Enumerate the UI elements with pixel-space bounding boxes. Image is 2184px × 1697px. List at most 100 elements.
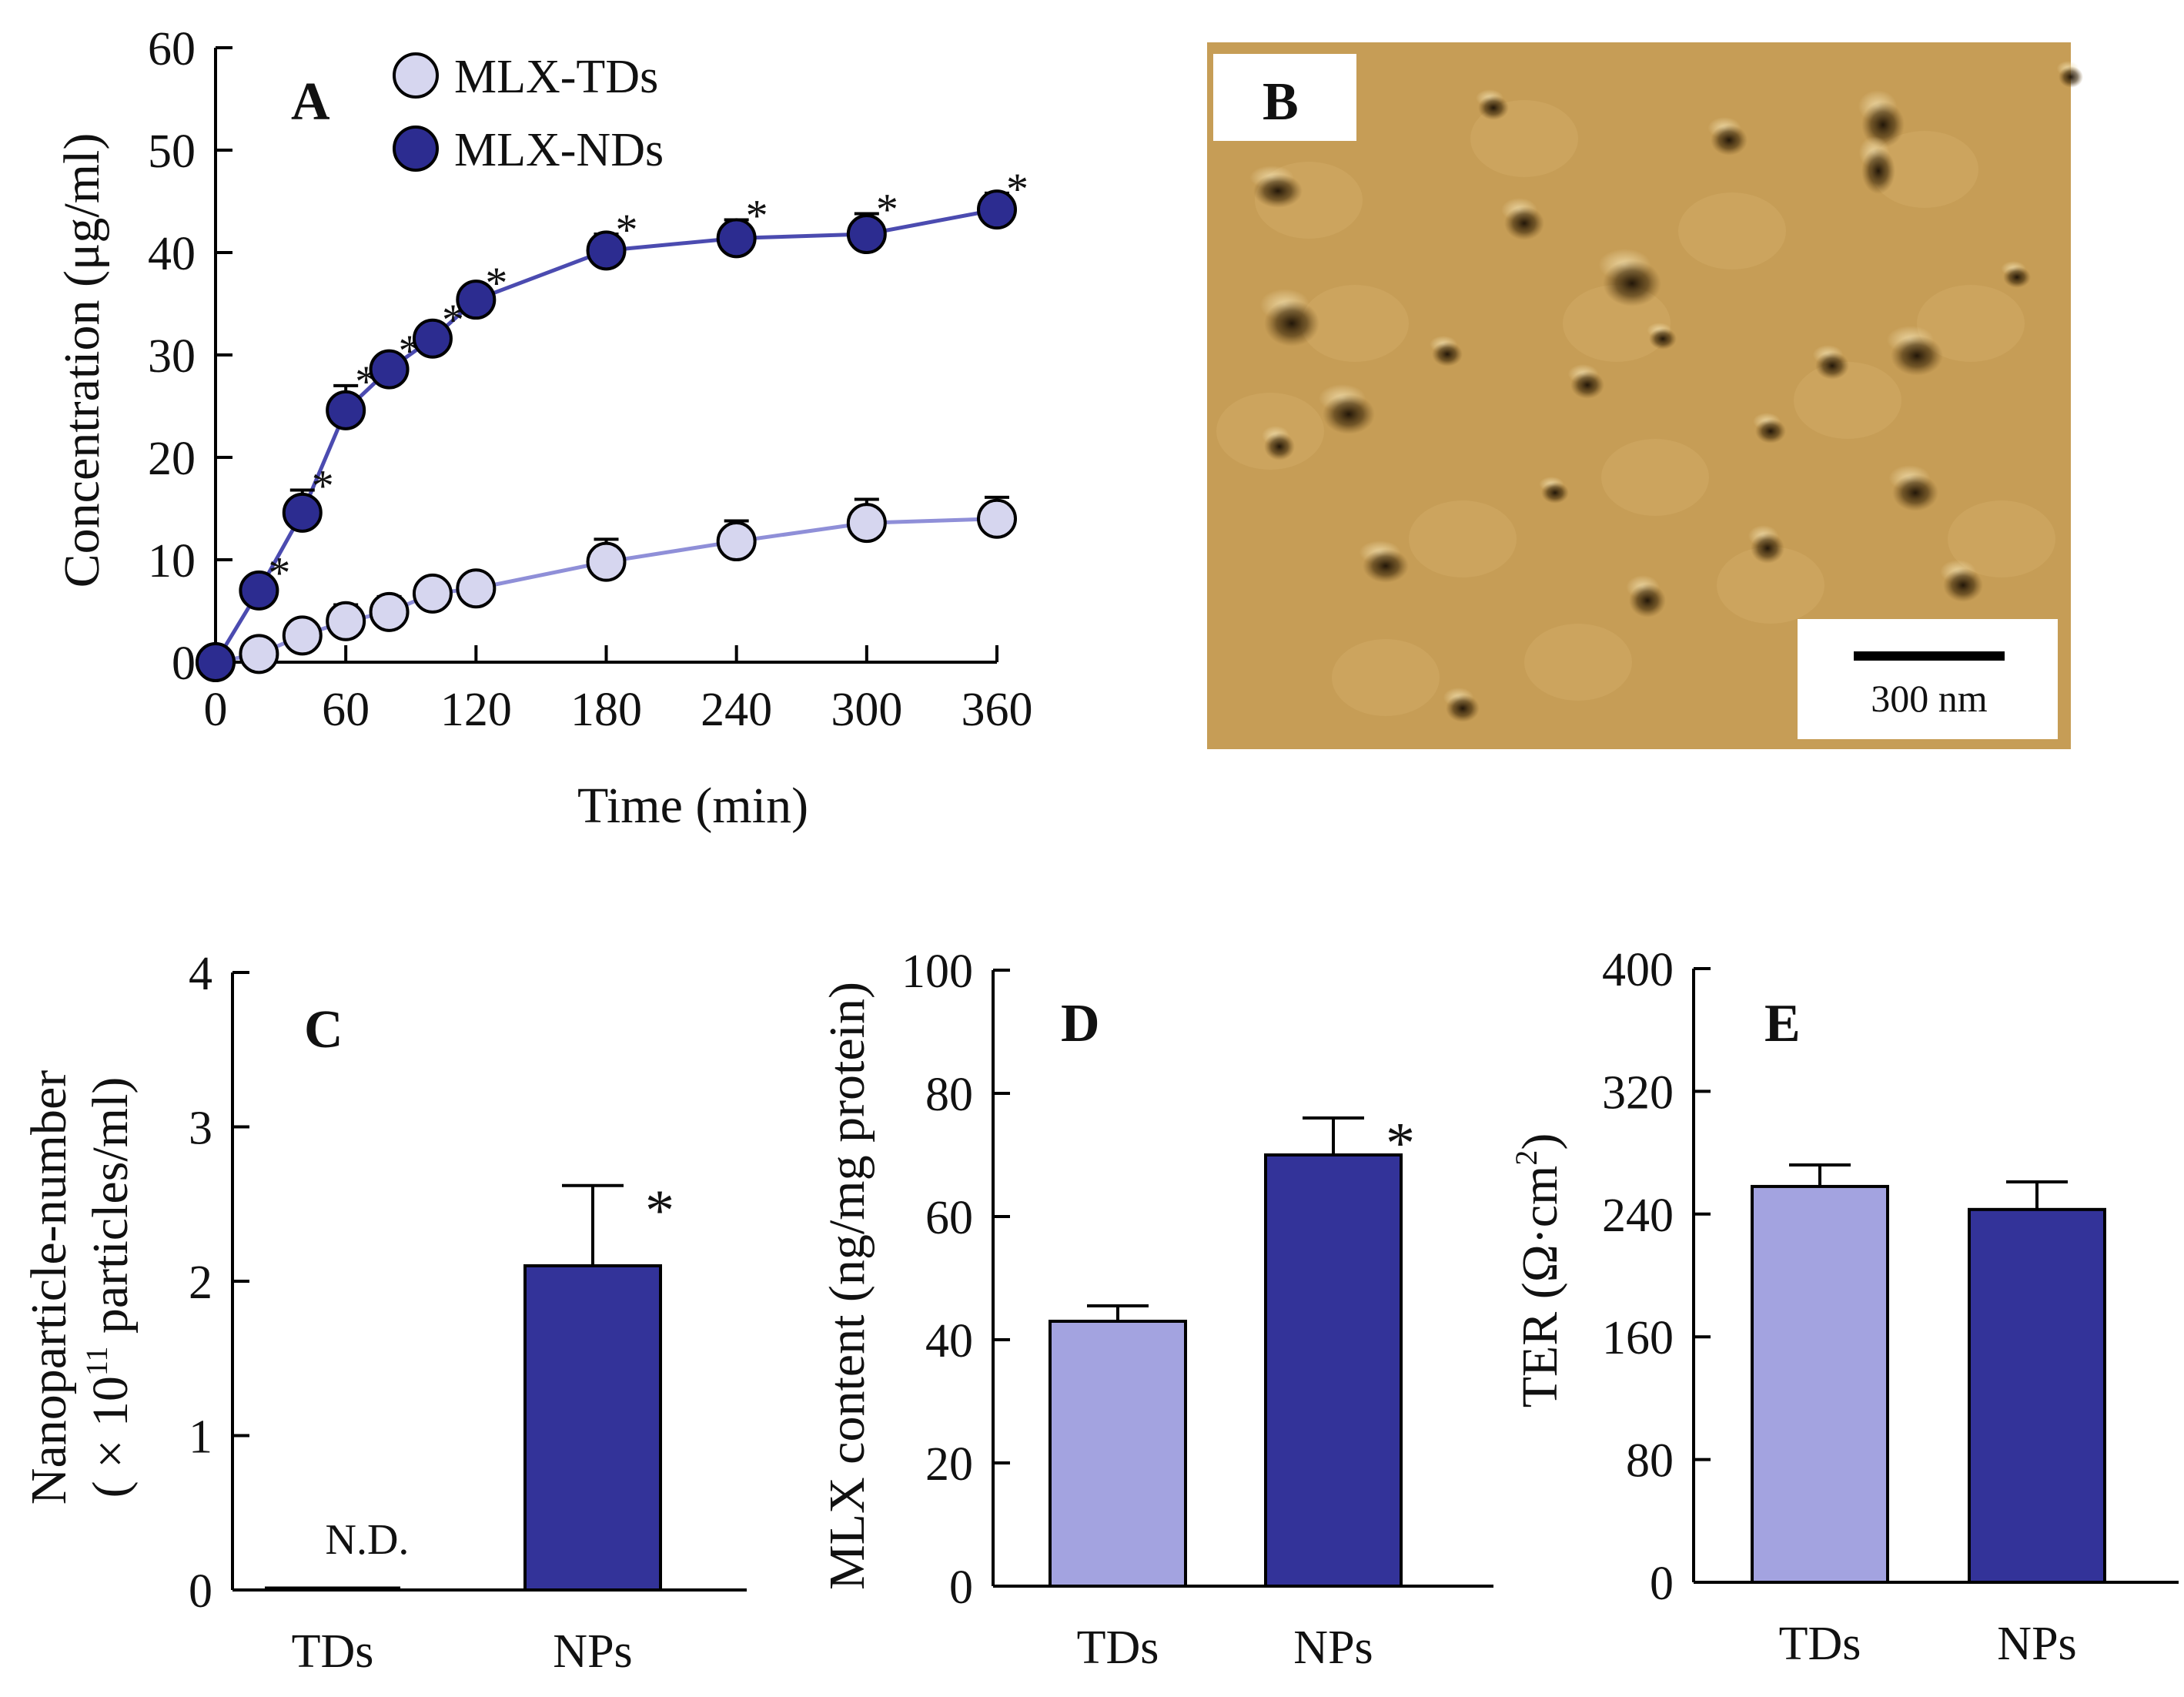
panel-c-ylabel-line2: ( × 1011 particles/ml) — [79, 1077, 139, 1498]
afm-particle — [1892, 474, 1938, 511]
legend-tds-label: MLX-TDs — [454, 51, 658, 103]
afm-particle — [1570, 371, 1604, 399]
afm-mottle — [1717, 547, 1824, 624]
panel-d-letter: D — [1061, 994, 1100, 1053]
panel-e-bar-chart: 0 80 160 240 320 400 TDs NPs E TER (Ω·cm2) — [1509, 944, 2179, 1670]
panel-e-ylabel-post: ) — [1512, 1133, 1568, 1150]
panel-e-ylabel: TER (Ω·cm2) — [1509, 1133, 1568, 1408]
panel-e-y-tick-label: 400 — [1602, 944, 1674, 996]
panel-c-y-tick-label: 1 — [189, 1411, 212, 1464]
panel-c-y-tick-label: 0 — [189, 1565, 212, 1618]
panel-a-axes: 0 10 20 30 40 50 60 0 60 120 180 240 300 360 — [148, 23, 1033, 736]
afm-mottle — [1794, 362, 1901, 439]
panel-a-legend: MLX-TDs MLX-NDs — [393, 51, 664, 176]
afm-particles — [1249, 61, 2083, 722]
panel-d-y-tick-label: 40 — [925, 1315, 973, 1367]
series-nds-line — [213, 207, 998, 664]
series-nds-point — [846, 214, 887, 255]
series-tds-point — [412, 573, 453, 614]
panel-e-x-tick-label: TDs — [1779, 1618, 1861, 1670]
scale-bar-label: 300 nm — [1871, 677, 1988, 720]
afm-particle — [1755, 419, 1786, 443]
panel-e-bar-nps — [1968, 1207, 2106, 1584]
afm-mottle — [1301, 285, 1409, 362]
afm-particle — [1478, 95, 1509, 120]
series-tds-point — [716, 521, 757, 562]
series-nds-point — [412, 318, 453, 359]
panel-a-x-tick-label: 360 — [962, 684, 1033, 736]
afm-particle — [1603, 260, 1661, 306]
panel-d-bar-nps — [1264, 1153, 1403, 1588]
panel-d-y-tick-label: 20 — [925, 1438, 973, 1491]
afm-particle — [1323, 394, 1375, 434]
panel-c-nd-label: N.D. — [326, 1516, 410, 1564]
panel-c-ylabel-line2-post: particles/ml) — [82, 1077, 139, 1347]
afm-particle — [1253, 174, 1303, 208]
series-nds-point — [586, 230, 627, 271]
panel-a-y-tick-label: 0 — [172, 638, 196, 690]
panel-e-ylabel-sup: 2 — [1509, 1150, 1544, 1166]
panel-a-x-tick-label: 60 — [322, 684, 370, 736]
series-nds-point — [716, 218, 757, 259]
series-tds-point — [977, 498, 1017, 539]
panel-d-x-tick-label: TDs — [1077, 1622, 1159, 1674]
afm-particle — [1541, 482, 1569, 504]
afm-mottle — [1917, 285, 2025, 362]
afm-particle — [1504, 206, 1544, 240]
panel-d-y-tick-label: 80 — [925, 1069, 973, 1121]
afm-particle — [1861, 102, 1905, 148]
panel-c-ylabel-line2-pre: ( × 10 — [82, 1376, 139, 1498]
legend-nds-marker — [393, 126, 439, 172]
series-tds-point — [456, 568, 497, 609]
panel-a-x-tick-label: 120 — [440, 684, 512, 736]
panel-c-bar-chart: 0 1 2 3 4 TDs * NPs C N.D. Nanoparticle-number … — [21, 948, 747, 1678]
panel-e-letter: E — [1764, 994, 1801, 1053]
scale-bar — [1854, 651, 2005, 661]
afm-particle — [1861, 148, 1895, 194]
panel-e-plot: 0 80 160 240 320 400 TDs NPs — [1602, 944, 2179, 1670]
panel-c-ylabel-sup: 11 — [79, 1347, 114, 1377]
afm-mottle — [1601, 439, 1709, 516]
afm-particle — [1751, 533, 1784, 564]
afm-mottle — [1332, 639, 1440, 716]
panel-a-x-tick-label: 0 — [204, 684, 228, 736]
series-tds-point — [239, 634, 279, 674]
panel-d-plot: 0 20 40 60 80 100 TDs * NPs — [901, 946, 1493, 1674]
panel-c-letter: C — [304, 1000, 343, 1059]
panel-a-y-tick-label: 20 — [148, 433, 196, 485]
series-nds-point — [196, 642, 236, 682]
panel-c-x-tick-label: TDs — [292, 1625, 374, 1678]
series-tds-point — [326, 601, 366, 641]
scale-bar-box — [1798, 619, 2058, 739]
panel-d-bar-chart: 0 20 40 60 80 100 TDs * NPs D MLX content (ng/mg… — [819, 946, 1493, 1674]
panel-c-significance-star: * — [645, 1179, 674, 1243]
afm-particle — [1815, 352, 1849, 380]
series-nds-point — [977, 189, 1017, 230]
series-nds-point — [282, 492, 323, 533]
panel-d-y-tick-label: 60 — [925, 1192, 973, 1244]
series-nds-significance-star: * — [876, 184, 898, 234]
afm-particle — [1629, 584, 1666, 618]
panel-a-y-tick-label: 10 — [148, 535, 196, 587]
series-nds-significance-star: * — [616, 205, 638, 255]
panel-e-bar-tds — [1751, 1184, 1889, 1585]
afm-mottle — [1871, 131, 1978, 208]
afm-mottle — [1524, 624, 1632, 701]
panel-a-letter: A — [291, 72, 330, 132]
panel-e-y-tick-label: 0 — [1650, 1558, 1674, 1610]
afm-particle — [1891, 336, 1943, 376]
afm-texture — [1216, 100, 2055, 716]
panel-a-x-tick-label: 240 — [701, 684, 772, 736]
afm-particle — [1446, 695, 1480, 722]
series-nds-significance-star: * — [312, 461, 334, 511]
panel-a-y-tick-label: 50 — [148, 126, 196, 178]
series-nds-point — [239, 570, 279, 611]
panel-b-letter-box — [1213, 54, 1356, 141]
panel-a-y-tick-label: 40 — [148, 228, 196, 280]
panel-d-significance-star: * — [1386, 1111, 1415, 1176]
legend-nds-label: MLX-NDs — [454, 124, 664, 176]
panel-c-ylabel-line1: Nanoparticle-number — [21, 1070, 77, 1505]
series-nds-point — [456, 279, 497, 320]
panel-e-y-tick-label: 80 — [1626, 1435, 1674, 1488]
